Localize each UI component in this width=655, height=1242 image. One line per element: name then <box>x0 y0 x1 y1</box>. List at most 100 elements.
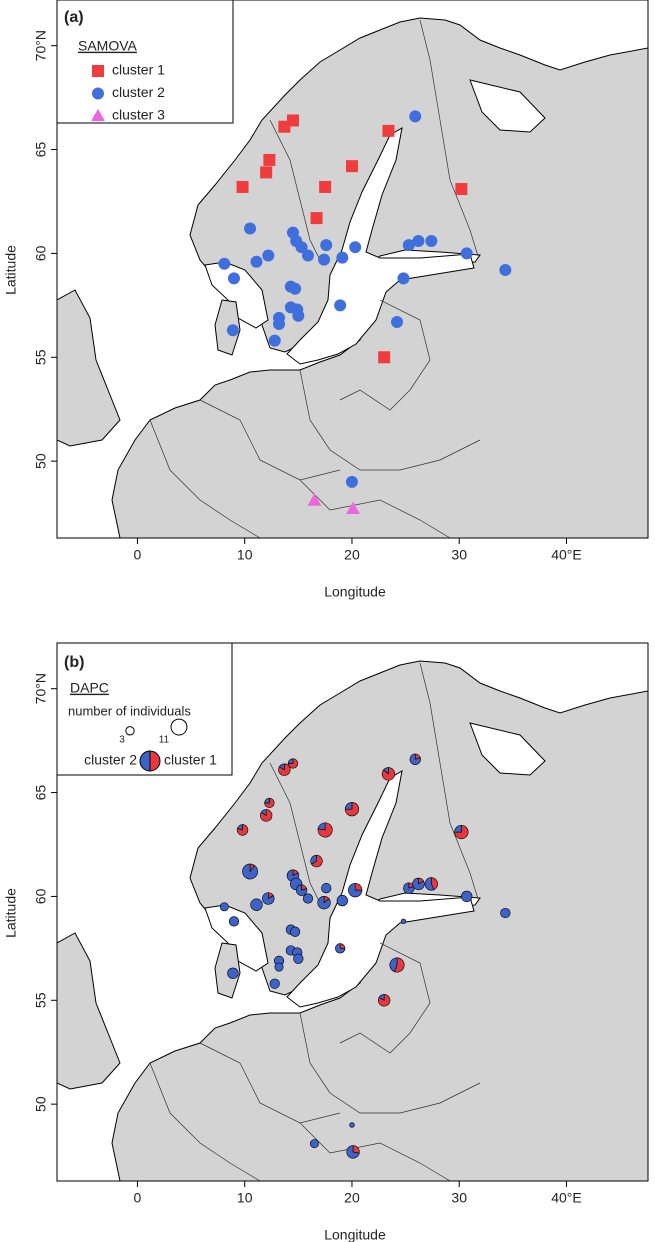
size-legend-circle <box>125 726 135 736</box>
circle-marker <box>262 249 275 262</box>
pie-slice <box>293 953 304 964</box>
circle-marker <box>336 251 349 264</box>
x-tick-label: 40°E <box>551 1190 582 1206</box>
circle-marker <box>460 247 473 260</box>
circle-marker <box>92 87 104 100</box>
plot-frame <box>56 642 649 1182</box>
size-legend-title: number of individuals <box>68 703 191 718</box>
circle-marker <box>268 334 281 347</box>
pie-slice <box>321 883 332 894</box>
pie-slice <box>228 916 240 927</box>
pie-slice <box>237 824 243 831</box>
y-tick-label: 55 <box>33 349 49 365</box>
legend-label: cluster 3 <box>112 107 165 123</box>
y-tick-label: 50 <box>33 453 49 469</box>
legend-label: cluster 2 <box>84 752 137 768</box>
square-marker <box>319 180 332 193</box>
legend-pie <box>149 750 161 772</box>
pie-slice <box>269 978 280 989</box>
size-legend-circle <box>170 718 188 736</box>
circle-marker <box>289 282 302 295</box>
circle-marker <box>409 110 422 123</box>
circle-marker <box>425 234 438 247</box>
legend-label: cluster 2 <box>112 84 165 100</box>
x-tick-label: 20 <box>344 1190 360 1206</box>
y-tick-label: 70°N <box>33 30 49 61</box>
size-legend-label: 11 <box>159 735 170 746</box>
square-marker <box>236 180 249 193</box>
x-axis-label: Longitude <box>324 584 386 600</box>
x-tick-label: 0 <box>134 547 142 563</box>
legend-pie <box>139 750 151 772</box>
y-tick-label: 65 <box>33 142 49 158</box>
circle-marker <box>345 475 358 488</box>
pie-slice <box>274 962 284 972</box>
square-marker <box>382 124 395 137</box>
pie-slice <box>412 877 425 891</box>
legend-title: DAPC <box>70 680 109 696</box>
circle-marker <box>412 234 425 247</box>
pie-slice <box>287 758 299 769</box>
y-tick-label: 70°N <box>33 673 49 704</box>
circle-marker <box>397 272 410 285</box>
pie-slice <box>500 907 511 919</box>
circle-marker <box>273 318 286 331</box>
legend-title: SAMOVA <box>78 38 138 54</box>
circle-marker <box>334 299 347 312</box>
circle-marker <box>226 324 239 337</box>
x-tick-label: 10 <box>237 1190 253 1206</box>
x-axis-label: Longitude <box>324 1227 386 1242</box>
pie-slice <box>310 854 317 865</box>
x-tick-label: 0 <box>134 1190 142 1206</box>
pie-slice <box>348 883 363 898</box>
circle-marker <box>318 253 331 266</box>
pie-slice <box>317 822 326 831</box>
legend-box <box>56 0 234 124</box>
pie-slice <box>311 854 323 868</box>
pie-slice <box>309 1139 319 1149</box>
pie-slice <box>424 877 435 891</box>
pie-slice <box>295 884 308 896</box>
pie-slice <box>400 918 407 925</box>
circle-marker <box>320 239 333 252</box>
square-marker <box>310 212 323 225</box>
pie-slice <box>378 994 385 1001</box>
circle-marker <box>402 239 415 252</box>
legend-label: cluster 1 <box>164 752 217 768</box>
pie-slice <box>260 809 267 816</box>
y-axis-label: Latitude <box>3 245 19 295</box>
pie-slice <box>317 896 331 910</box>
x-tick-label: 10 <box>237 547 253 563</box>
y-tick-label: 60 <box>33 245 49 261</box>
circle-marker <box>218 257 231 270</box>
square-marker <box>286 114 299 127</box>
circle-marker <box>292 309 305 322</box>
pie-slice <box>344 802 353 810</box>
pie-slice <box>394 957 405 973</box>
pie-slice <box>335 943 346 954</box>
triangle-marker <box>91 108 105 122</box>
panel-label: (a) <box>64 9 84 26</box>
square-marker <box>278 120 291 133</box>
square-marker <box>92 65 104 77</box>
pie-slice <box>264 797 275 809</box>
circle-marker <box>295 241 308 254</box>
pie-slice <box>262 892 275 905</box>
pie-slice <box>349 1122 355 1128</box>
pie-slice <box>409 753 421 765</box>
x-tick-label: 30 <box>451 1190 467 1206</box>
triangle-marker <box>346 501 360 515</box>
pie-slice <box>236 824 249 836</box>
square-marker <box>378 351 391 364</box>
pie-slice <box>383 767 389 775</box>
y-axis-label: Latitude <box>3 888 19 938</box>
x-tick-label: 30 <box>451 547 467 563</box>
pie-slice <box>461 890 473 903</box>
pie-slice <box>336 894 348 907</box>
pie-slice <box>264 797 270 804</box>
pie-slice <box>344 802 360 817</box>
pie-slice <box>302 893 314 904</box>
pie-slice <box>287 758 294 764</box>
circle-marker <box>244 222 257 235</box>
